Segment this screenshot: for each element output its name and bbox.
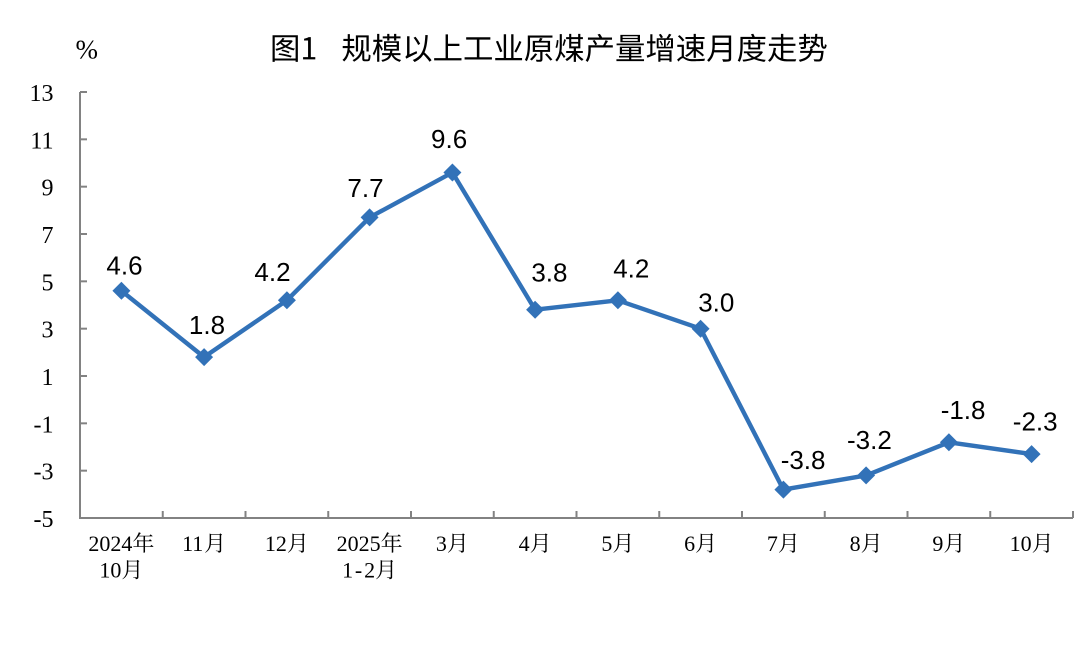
svg-text:2024: 2024 — [88, 531, 132, 556]
svg-text:11: 11 — [30, 128, 53, 154]
svg-text:4.2: 4.2 — [613, 254, 649, 284]
svg-text:-3.2: -3.2 — [847, 425, 892, 455]
svg-text:7: 7 — [767, 531, 778, 556]
svg-text:4: 4 — [519, 531, 530, 556]
svg-text:1: 1 — [42, 365, 54, 391]
svg-text:12: 12 — [265, 531, 287, 556]
svg-text:8: 8 — [850, 531, 861, 556]
svg-text:4.2: 4.2 — [254, 257, 290, 287]
svg-text:11: 11 — [182, 531, 203, 556]
svg-text:7: 7 — [42, 223, 54, 249]
svg-text:9.6: 9.6 — [431, 124, 467, 154]
svg-text:9: 9 — [42, 176, 54, 202]
svg-text:1-2: 1-2 — [342, 558, 375, 583]
svg-text:9: 9 — [932, 531, 943, 556]
svg-text:-3.8: -3.8 — [781, 445, 826, 475]
svg-text:-3: -3 — [34, 460, 54, 486]
svg-text:4.6: 4.6 — [106, 251, 142, 281]
svg-text:-5: -5 — [34, 507, 54, 533]
svg-text:%: % — [76, 35, 99, 65]
svg-text:5: 5 — [42, 270, 54, 296]
svg-text:10: 10 — [99, 558, 121, 583]
svg-text:-1: -1 — [34, 412, 54, 438]
svg-text:3: 3 — [436, 531, 447, 556]
svg-text:5: 5 — [601, 531, 612, 556]
svg-text:3.0: 3.0 — [698, 287, 734, 317]
svg-text:3.8: 3.8 — [531, 257, 567, 287]
svg-text:6: 6 — [684, 531, 695, 556]
svg-text:1.8: 1.8 — [189, 310, 225, 340]
svg-text:13: 13 — [30, 81, 54, 107]
svg-text:10: 10 — [1010, 531, 1032, 556]
svg-text:-2.3: -2.3 — [1013, 407, 1058, 437]
svg-text:3: 3 — [42, 318, 54, 344]
svg-text:2025: 2025 — [337, 531, 381, 556]
svg-text:7.7: 7.7 — [347, 173, 383, 203]
svg-text:-1.8: -1.8 — [941, 395, 986, 425]
